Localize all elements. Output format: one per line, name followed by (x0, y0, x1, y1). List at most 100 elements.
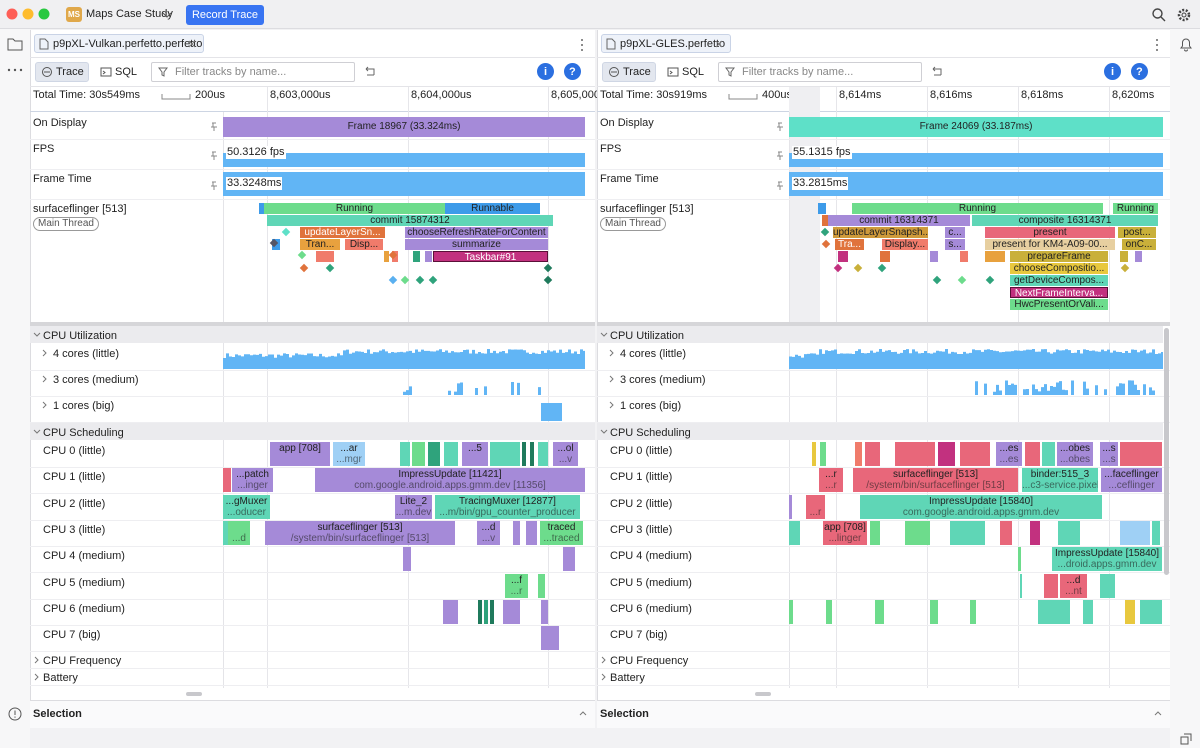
cpu-slice[interactable] (870, 520, 880, 545)
search-icon[interactable] (1151, 7, 1167, 23)
pin-icon[interactable] (210, 181, 218, 190)
track-label[interactable]: 1 cores (big) (53, 400, 115, 412)
cpu-slice[interactable] (503, 599, 520, 624)
thread-slice[interactable]: Taskbar#91 (433, 251, 548, 262)
reset-icon[interactable] (363, 66, 377, 78)
cpu-slice[interactable] (930, 599, 938, 624)
expand-chevron[interactable] (33, 673, 41, 681)
cpu-slice[interactable] (538, 442, 548, 466)
cpu-slice[interactable] (1152, 520, 1160, 545)
track-label[interactable]: 4 cores (little) (620, 348, 687, 360)
cpu-slice[interactable] (428, 442, 440, 466)
horizontal-scrollbar[interactable] (755, 692, 771, 696)
cpu-slice[interactable] (1018, 547, 1021, 572)
collapse-chevron[interactable] (600, 331, 608, 339)
cpu-slice[interactable] (541, 626, 559, 651)
thread-slice[interactable]: Tran... (300, 239, 340, 250)
cpu-slice[interactable] (1025, 442, 1040, 466)
track-filter[interactable] (151, 62, 355, 82)
thread-slice[interactable]: Display... (882, 239, 928, 250)
info-button[interactable] (537, 63, 554, 80)
cpu-slice[interactable] (530, 442, 534, 466)
track-label[interactable]: FPS (33, 143, 55, 155)
record-button[interactable]: Record Trace (186, 5, 264, 25)
track-label[interactable]: CPU 3 (little) (610, 523, 673, 536)
selection-title[interactable]: Selection (600, 708, 649, 720)
thread-slice[interactable]: Running (852, 203, 1103, 214)
sql-button-label[interactable]: SQL (115, 66, 138, 78)
cpu-slice[interactable] (403, 547, 411, 572)
cpu-slice[interactable] (443, 599, 458, 624)
trace-button[interactable] (35, 62, 89, 82)
cpu-slice[interactable]: ImpressUpdate [15840] com.google.android.… (860, 494, 1102, 519)
cpu-slice[interactable]: ...faceflinger ...ceflinger (1101, 468, 1162, 493)
track-label[interactable]: surfaceflinger [513] (33, 203, 127, 215)
track-label[interactable]: 3 cores (medium) (53, 374, 139, 386)
track-label[interactable]: CPU 3 (little) (43, 523, 106, 536)
trace-button[interactable] (602, 62, 656, 82)
thread-slice[interactable]: present for KM4-A09-00... (985, 239, 1115, 250)
cpu-slice[interactable] (1020, 573, 1022, 598)
collapse-chevron[interactable] (600, 428, 608, 436)
cpu-slice[interactable] (960, 442, 990, 466)
cpu-slice[interactable] (1044, 573, 1058, 598)
thread-slice[interactable]: getDeviceCompos... (1010, 275, 1108, 286)
cpu-slice[interactable] (541, 599, 548, 624)
pin-icon[interactable] (776, 122, 784, 131)
cpu-slice[interactable] (789, 494, 792, 519)
cpu-slice[interactable] (538, 573, 545, 598)
expand-chevron[interactable] (33, 656, 41, 664)
notifications-icon[interactable] (1178, 36, 1194, 52)
expand-chevron[interactable] (608, 401, 616, 409)
section-title[interactable]: CPU Utilization (43, 330, 117, 342)
cpu-slice[interactable]: ...es ...es (996, 442, 1022, 466)
display-slice[interactable]: Frame 24069 (33.187ms) (789, 117, 1163, 137)
thread-slice[interactable]: s... (945, 239, 965, 250)
cpu-slice[interactable] (970, 599, 976, 624)
display-slice[interactable]: Frame 18967 (33.324ms) (223, 117, 585, 137)
cpu-slice[interactable] (812, 442, 816, 466)
cpu-slice[interactable] (526, 520, 537, 545)
cpu-slice[interactable]: app [708] ...linger (823, 520, 867, 545)
pin-icon[interactable] (210, 151, 218, 160)
cpu-slice[interactable] (905, 520, 930, 545)
collapse-chevron[interactable] (579, 709, 587, 717)
cpu-slice[interactable] (1083, 599, 1093, 624)
thread-slice[interactable]: updateLayerSnapsh... (833, 227, 928, 238)
track-label[interactable]: CPU 7 (big) (43, 629, 101, 642)
cpu-slice[interactable]: Lite_2 ...m.dev (395, 494, 432, 519)
track-label[interactable]: 1 cores (big) (620, 400, 682, 412)
thread-slice[interactable]: chooseRefreshRateForContent (405, 227, 548, 238)
cpu-slice[interactable] (789, 520, 800, 545)
pane-menu-icon[interactable] (579, 38, 585, 52)
pin-icon[interactable] (776, 181, 784, 190)
cpu-slice[interactable]: ...obes ...obes (1057, 442, 1093, 466)
track-label[interactable]: CPU 1 (little) (43, 471, 106, 484)
section-title[interactable]: Battery (610, 672, 645, 684)
cpu-slice[interactable] (1030, 520, 1040, 545)
thread-slice[interactable]: updateLayerSn... (300, 227, 385, 238)
thread-slice[interactable]: present (985, 227, 1115, 238)
settings-icon[interactable] (1176, 7, 1192, 23)
track-label[interactable]: CPU 1 (little) (610, 471, 673, 484)
cpu-slice[interactable] (1120, 520, 1150, 545)
close-tab-icon[interactable] (188, 40, 196, 48)
expand-chevron[interactable] (41, 375, 49, 383)
cpu-slice[interactable] (1000, 520, 1012, 545)
cpu-slice[interactable] (938, 442, 955, 466)
track-label[interactable]: On Display (33, 117, 87, 129)
track-label[interactable]: CPU 2 (little) (610, 497, 673, 510)
expand-chevron[interactable] (600, 656, 608, 664)
cpu-slice[interactable] (826, 599, 832, 624)
cpu-slice[interactable] (1100, 573, 1115, 598)
thread-slice[interactable]: commit 15874312 (267, 215, 553, 226)
track-label[interactable]: Frame Time (33, 173, 92, 185)
cpu-slice[interactable]: surfaceflinger [513]/system/bin/surfacef… (265, 520, 455, 545)
cpu-slice[interactable]: ...ol ...v (553, 442, 578, 466)
expand-chevron[interactable] (608, 375, 616, 383)
reset-icon[interactable] (930, 66, 944, 78)
cpu-slice[interactable]: ...5 (462, 442, 488, 466)
cpu-slice[interactable] (563, 547, 575, 572)
section-title[interactable]: CPU Scheduling (610, 427, 691, 439)
track-label[interactable]: CPU 0 (little) (610, 445, 673, 457)
